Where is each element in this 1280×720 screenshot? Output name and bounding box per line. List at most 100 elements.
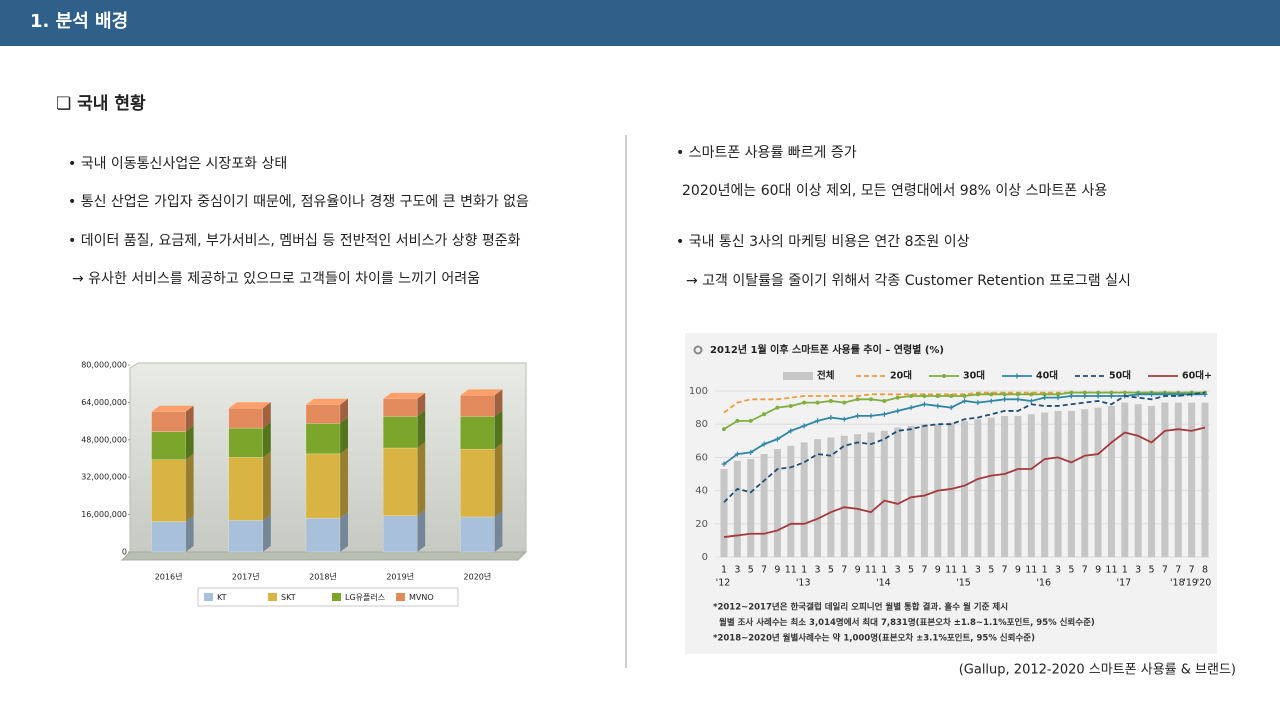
- legend-label: MVNO: [409, 593, 434, 602]
- marker: [962, 393, 967, 398]
- y-tick-label: 64,000,000: [81, 398, 127, 407]
- marker: [1069, 390, 1074, 395]
- marker: [721, 461, 727, 467]
- x-tick-label: 11: [865, 565, 877, 576]
- bar: [961, 420, 968, 557]
- bullet: → 고객 이탈률을 줄이기 위해서 각종 Customer Retention …: [686, 273, 1131, 289]
- y-tick-label: 0: [122, 548, 127, 557]
- x-tick-label: 1: [881, 565, 887, 576]
- bar-side: [262, 514, 271, 552]
- marker: [1109, 390, 1114, 395]
- header-bar: [0, 0, 1280, 46]
- x-tick-label: 7: [1082, 565, 1088, 576]
- marker: [774, 436, 780, 442]
- x-tick-label: 7: [1002, 565, 1008, 576]
- marker: [748, 449, 754, 455]
- bar: [840, 435, 848, 557]
- marker: [989, 392, 994, 397]
- bullet: → 유사한 서비스를 제공하고 있으므로 고객들이 차이를 느끼기 어려움: [72, 271, 480, 287]
- x-tick-label: 3: [815, 565, 821, 576]
- chart-title: 2012년 1월 이후 스마트폰 사용률 추이 – 연령별 (%): [710, 343, 944, 356]
- x-tick-label: 11: [1105, 565, 1117, 576]
- bar: [1027, 414, 1035, 557]
- marker: [842, 400, 847, 405]
- x-year-label: '17: [1116, 578, 1131, 589]
- bar: [382, 515, 418, 553]
- bar: [814, 439, 822, 557]
- bar: [151, 459, 186, 522]
- bar-side: [262, 402, 271, 429]
- bar: [228, 520, 264, 553]
- y-tick-label: 80,000,000: [81, 361, 127, 370]
- bar: [460, 448, 495, 518]
- marker: [922, 393, 927, 398]
- x-tick-label: 9: [774, 565, 780, 576]
- y-tick-label: 0: [702, 552, 708, 563]
- x-tick-label: 3: [1055, 565, 1061, 576]
- legend-label: KT: [217, 593, 227, 602]
- bar: [151, 411, 186, 432]
- marker: [882, 398, 887, 403]
- x-tick-label: 3: [895, 565, 901, 576]
- x-year-label: '16: [1036, 578, 1051, 589]
- line: [723, 426, 1206, 538]
- bar-side: [417, 410, 426, 448]
- bar: [1001, 415, 1009, 557]
- bar: [747, 459, 755, 557]
- bar: [305, 423, 341, 455]
- note: 월별 조사 사례수는 최소 3,014명에서 최대 7,831명(표본오차 ±1…: [719, 617, 1095, 628]
- bullet: • 스마트폰 사용률 빠르게 증가: [676, 145, 857, 161]
- x-tick-label: 7: [921, 565, 927, 576]
- bar: [854, 434, 862, 557]
- marker: [1002, 396, 1008, 402]
- header-title: 1. 분석 배경: [30, 11, 128, 32]
- legend-box: [197, 587, 459, 607]
- marker: [1096, 390, 1101, 395]
- marker: [735, 418, 740, 423]
- bar: [1041, 412, 1049, 557]
- marker: [1082, 390, 1087, 395]
- bar: [987, 417, 995, 557]
- bar: [460, 516, 495, 553]
- note: *2012~2017년은 한국갤럽 데일리 오피니언 월별 통합 결과. 홀수 …: [713, 602, 1008, 613]
- section-title: ❏ 국내 현황: [56, 94, 146, 114]
- legend-label: SKT: [281, 593, 296, 602]
- marker: [761, 441, 767, 447]
- bar: [305, 453, 341, 519]
- bar-side: [340, 417, 348, 454]
- x-tick-label: 3: [1135, 565, 1141, 576]
- marker: [1068, 393, 1074, 399]
- x-tick-label: 3: [975, 565, 981, 576]
- x-tick-label: 2019년: [386, 572, 414, 582]
- bar: [800, 442, 808, 557]
- legend-label: 60대+: [1182, 370, 1212, 382]
- legend-swatch: [268, 593, 277, 601]
- bar-side: [494, 389, 503, 417]
- bar: [151, 431, 186, 460]
- marker: [734, 451, 740, 457]
- marker: [1055, 395, 1061, 401]
- bullet: • 국내 통신 3사의 마케팅 비용은 연간 8조원 이상: [676, 234, 970, 250]
- marker: [935, 393, 940, 398]
- bullet: • 국내 이동통신사업은 시장포화 상태: [68, 156, 287, 172]
- marker: [1082, 393, 1088, 399]
- marker: [1002, 392, 1007, 397]
- bar: [1134, 404, 1142, 557]
- marker: [948, 405, 954, 411]
- bar-side: [417, 392, 426, 417]
- y-tick-label: 48,000,000: [81, 435, 127, 444]
- marker: [1135, 391, 1141, 397]
- x-tick-label: 2016년: [155, 572, 183, 582]
- bar-side: [494, 410, 503, 450]
- x-tick-label: 11: [945, 565, 957, 576]
- x-tick-label: 7: [841, 565, 847, 576]
- marker: [1122, 390, 1127, 395]
- bar: [382, 416, 418, 449]
- marker: [722, 427, 726, 432]
- bar-side: [340, 447, 348, 519]
- marker: [895, 408, 901, 414]
- marker: [975, 392, 980, 397]
- marker: [841, 416, 847, 422]
